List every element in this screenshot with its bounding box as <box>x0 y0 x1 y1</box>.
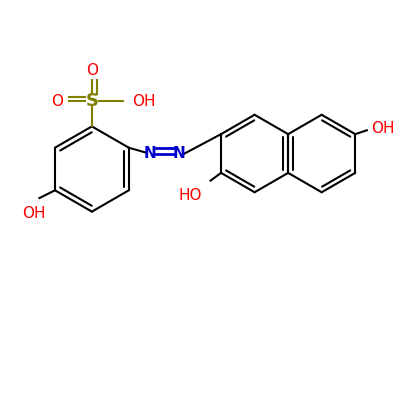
Text: O: O <box>86 63 98 78</box>
Text: O: O <box>51 94 63 109</box>
Text: N: N <box>173 146 186 161</box>
Text: OH: OH <box>371 121 394 136</box>
Text: OH: OH <box>132 94 155 109</box>
Text: HO: HO <box>178 188 202 203</box>
Text: OH: OH <box>22 206 46 221</box>
Text: S: S <box>85 92 98 110</box>
Text: N: N <box>144 146 156 161</box>
